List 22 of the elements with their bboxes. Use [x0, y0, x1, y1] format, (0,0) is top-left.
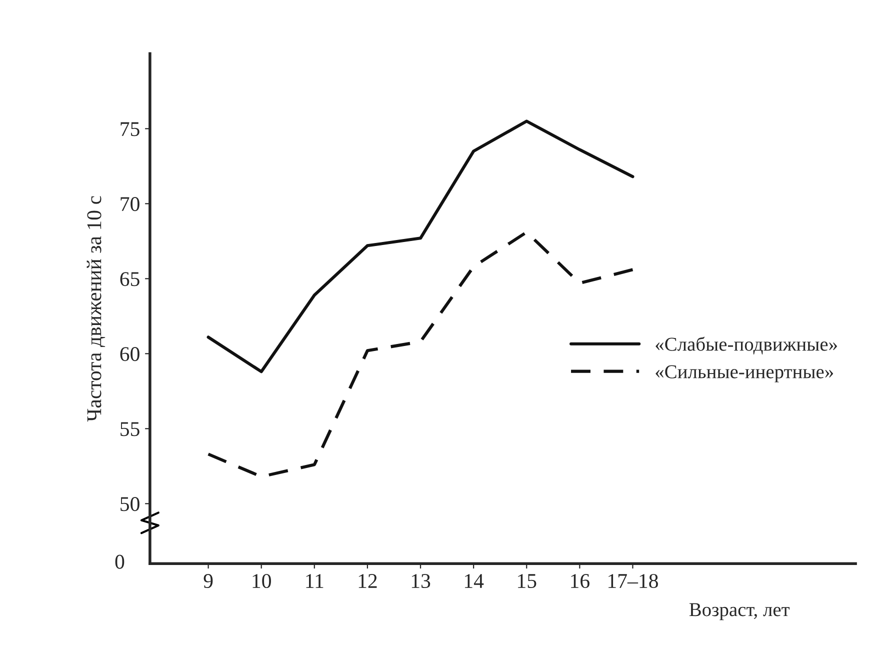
x-tick-label: 16 — [571, 574, 590, 588]
legend-label: «Сильные-инертные» — [656, 365, 833, 382]
y-tick-label: 70 — [120, 197, 140, 212]
x-tick-label: 12 — [358, 574, 377, 588]
line-series — [206, 120, 634, 374]
x-tick-label: 13 — [412, 574, 430, 588]
x-tick-label: 10 — [252, 574, 271, 588]
y-tick-label: 75 — [120, 122, 140, 136]
y-tick-label: 65 — [120, 272, 140, 286]
y-tick-label: 60 — [120, 347, 140, 362]
y-axis-title: Частота движений за 10 с — [86, 196, 106, 422]
x-tick-label: 15 — [518, 574, 536, 588]
legend-label: «Слабые-подвижные» — [656, 336, 837, 354]
y-tick-label: 50 — [120, 497, 140, 512]
x-tick-label: 9 — [204, 574, 213, 588]
x-axis-title: Возраст, лет — [689, 603, 790, 620]
line-series — [206, 230, 634, 478]
x-tick-label: 17–18 — [608, 574, 658, 588]
x-tick-label: 14 — [464, 574, 484, 588]
y-tick-label: 55 — [120, 422, 140, 436]
x-tick-label: 11 — [306, 574, 324, 588]
text: 0 — [115, 554, 124, 569]
